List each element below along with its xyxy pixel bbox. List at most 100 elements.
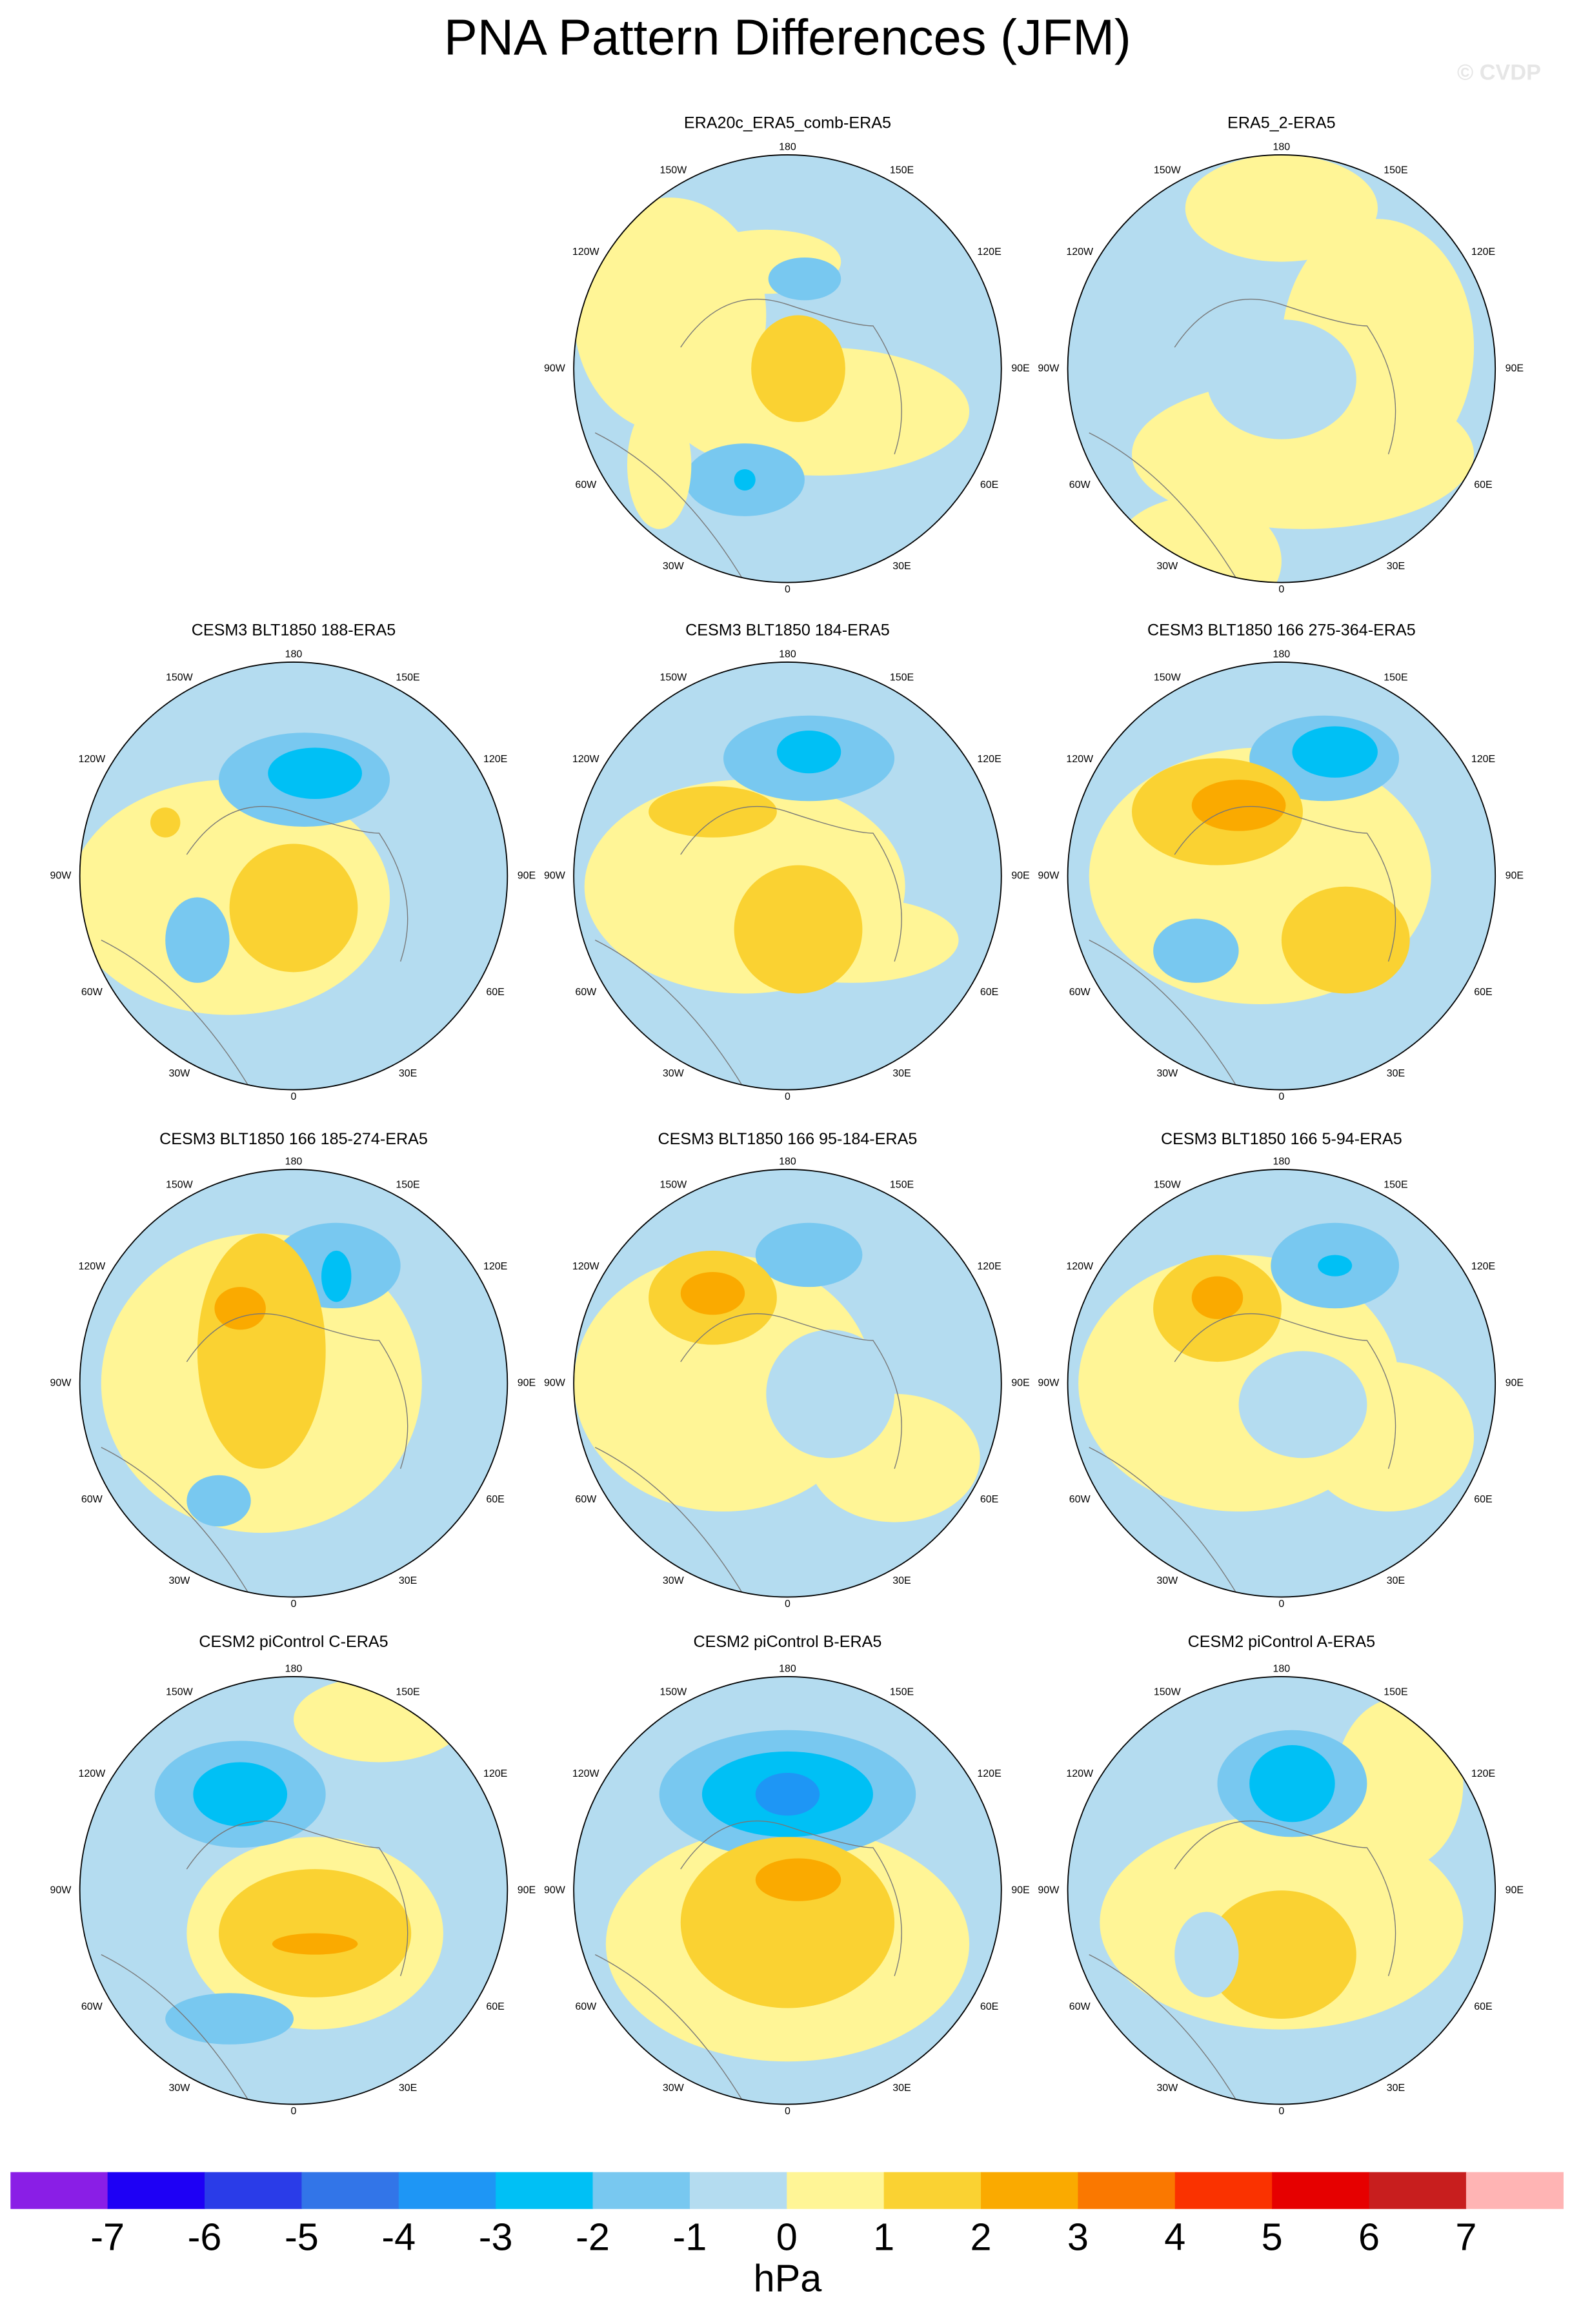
longitude-label: 120W [572,754,600,765]
contour-region [1206,319,1356,440]
longitude-label: 90E [518,870,536,881]
longitude-label: 60W [575,2001,597,2012]
map-field [574,1169,1002,1597]
longitude-label: 180 [1273,1157,1291,1167]
colorbar-label: -7 [90,2215,125,2258]
longitude-label: 120E [483,1261,507,1272]
longitude-label: 60W [1069,480,1091,490]
map-field [1067,1169,1496,1597]
contour-region [197,1233,326,1469]
longitude-label: 180 [779,1157,796,1167]
map-border [573,154,1002,583]
colorbar-label: 3 [1067,2215,1089,2258]
longitude-label: 30E [1387,1575,1405,1586]
colorbar-box [981,2172,1079,2209]
longitude-label: 60E [486,987,504,998]
longitude-label: 0 [785,1091,790,1102]
longitude-label: 180 [285,649,303,660]
colorbar-label: 7 [1455,2215,1476,2258]
longitude-label: 30W [663,561,685,572]
longitude-label: 30E [399,1068,417,1079]
colorbar-label: 1 [873,2215,894,2258]
panel-title: ERA5_2-ERA5 [1227,114,1336,132]
panel-title: CESM3 BLT1850 188-ERA5 [192,621,396,640]
coastline [594,805,902,1090]
colorbar-label: -4 [381,2215,416,2258]
map-border [79,1676,509,2105]
colorbar-box [1078,2172,1176,2209]
contour-region [1249,1744,1335,1823]
longitude-label: 150W [1154,672,1182,683]
panels: ERA20c_ERA5_comb-ERA5 180 150E 120E 90E 60E 30… [50,114,1524,2117]
contour-region [776,730,841,774]
colorbar-box [1369,2172,1467,2209]
map-field [79,1676,508,2105]
contour-region [1110,497,1282,583]
longitude-label: 30E [1387,1068,1405,1079]
coastline [101,805,408,1090]
panel-title: CESM2 piControl C-ERA5 [199,1633,388,1651]
longitude-label: 150E [396,1687,419,1698]
colorbar-label: -2 [576,2215,610,2258]
contour-region [272,1933,358,1955]
longitude-label: 60E [980,1494,998,1505]
longitude-label: 60W [1069,2001,1091,2012]
map-border [573,1169,1002,1598]
contour-region [165,1993,294,2045]
map-border [573,1676,1002,2105]
longitude-label: 150E [1384,672,1407,683]
panel-title: CESM3 BLT1850 184-ERA5 [685,621,890,640]
longitude-label: 60E [486,1494,504,1505]
colorbar-label: 5 [1262,2215,1283,2258]
longitude-label: 60E [980,480,998,490]
longitude-label: 180 [1273,649,1291,660]
longitude-label: 90E [518,1377,536,1388]
colorbar-box [787,2172,885,2209]
colorbar-box [883,2172,982,2209]
longitude-label: 120E [977,1768,1001,1779]
contour-region [751,315,845,423]
longitude-label: 90W [544,363,566,374]
longitude-label: 0 [291,1091,297,1102]
map-border [79,1169,509,1598]
map-field [1067,1676,1496,2105]
contour-region [214,1287,266,1330]
longitude-label: 180 [779,649,796,660]
longitude-label: 60E [1474,480,1492,490]
map-border [79,662,509,1091]
longitude-label: 120E [1471,1261,1495,1272]
contour-region [268,747,363,799]
longitude-label: 90E [1505,1884,1524,1895]
longitude-label: 90W [1038,1884,1060,1895]
longitude-label: 150E [890,1687,914,1698]
longitude-label: 120W [1066,754,1094,765]
longitude-label: 90E [1011,1377,1029,1388]
coastline [1089,1820,1396,2105]
longitude-label: 180 [1273,142,1291,153]
longitude-label: 120E [483,754,507,765]
coastline [594,1820,902,2105]
longitude-label: 60E [980,2001,998,2012]
longitude-label: 90W [50,1377,72,1388]
longitude-label: 120E [1471,247,1495,258]
contour-region [755,1858,841,1901]
panel-title: CESM3 BLT1850 166 185-274-ERA5 [159,1130,428,1148]
longitude-label: 150W [1154,1180,1182,1191]
longitude-label: 150E [890,1180,914,1191]
contour-region [734,865,863,994]
map-panel: CESM3 BLT1850 166 95-184-ERA5 180 150E 120E… [544,1130,1030,1610]
coastline [1089,298,1396,583]
longitude-label: 120E [977,247,1001,258]
longitude-label: 90E [1505,363,1524,374]
longitude-label: 90W [50,870,72,881]
map-field [1067,662,1496,1090]
colorbar-box [496,2172,594,2209]
longitude-label: 0 [1278,1091,1284,1102]
longitude-label: 60W [575,987,597,998]
contour-region [193,1762,288,1826]
longitude-label: 30W [663,2083,685,2094]
longitude-label: 150W [1154,1687,1182,1698]
map-field [574,1676,1002,2105]
contour-region [1206,1890,1356,2019]
